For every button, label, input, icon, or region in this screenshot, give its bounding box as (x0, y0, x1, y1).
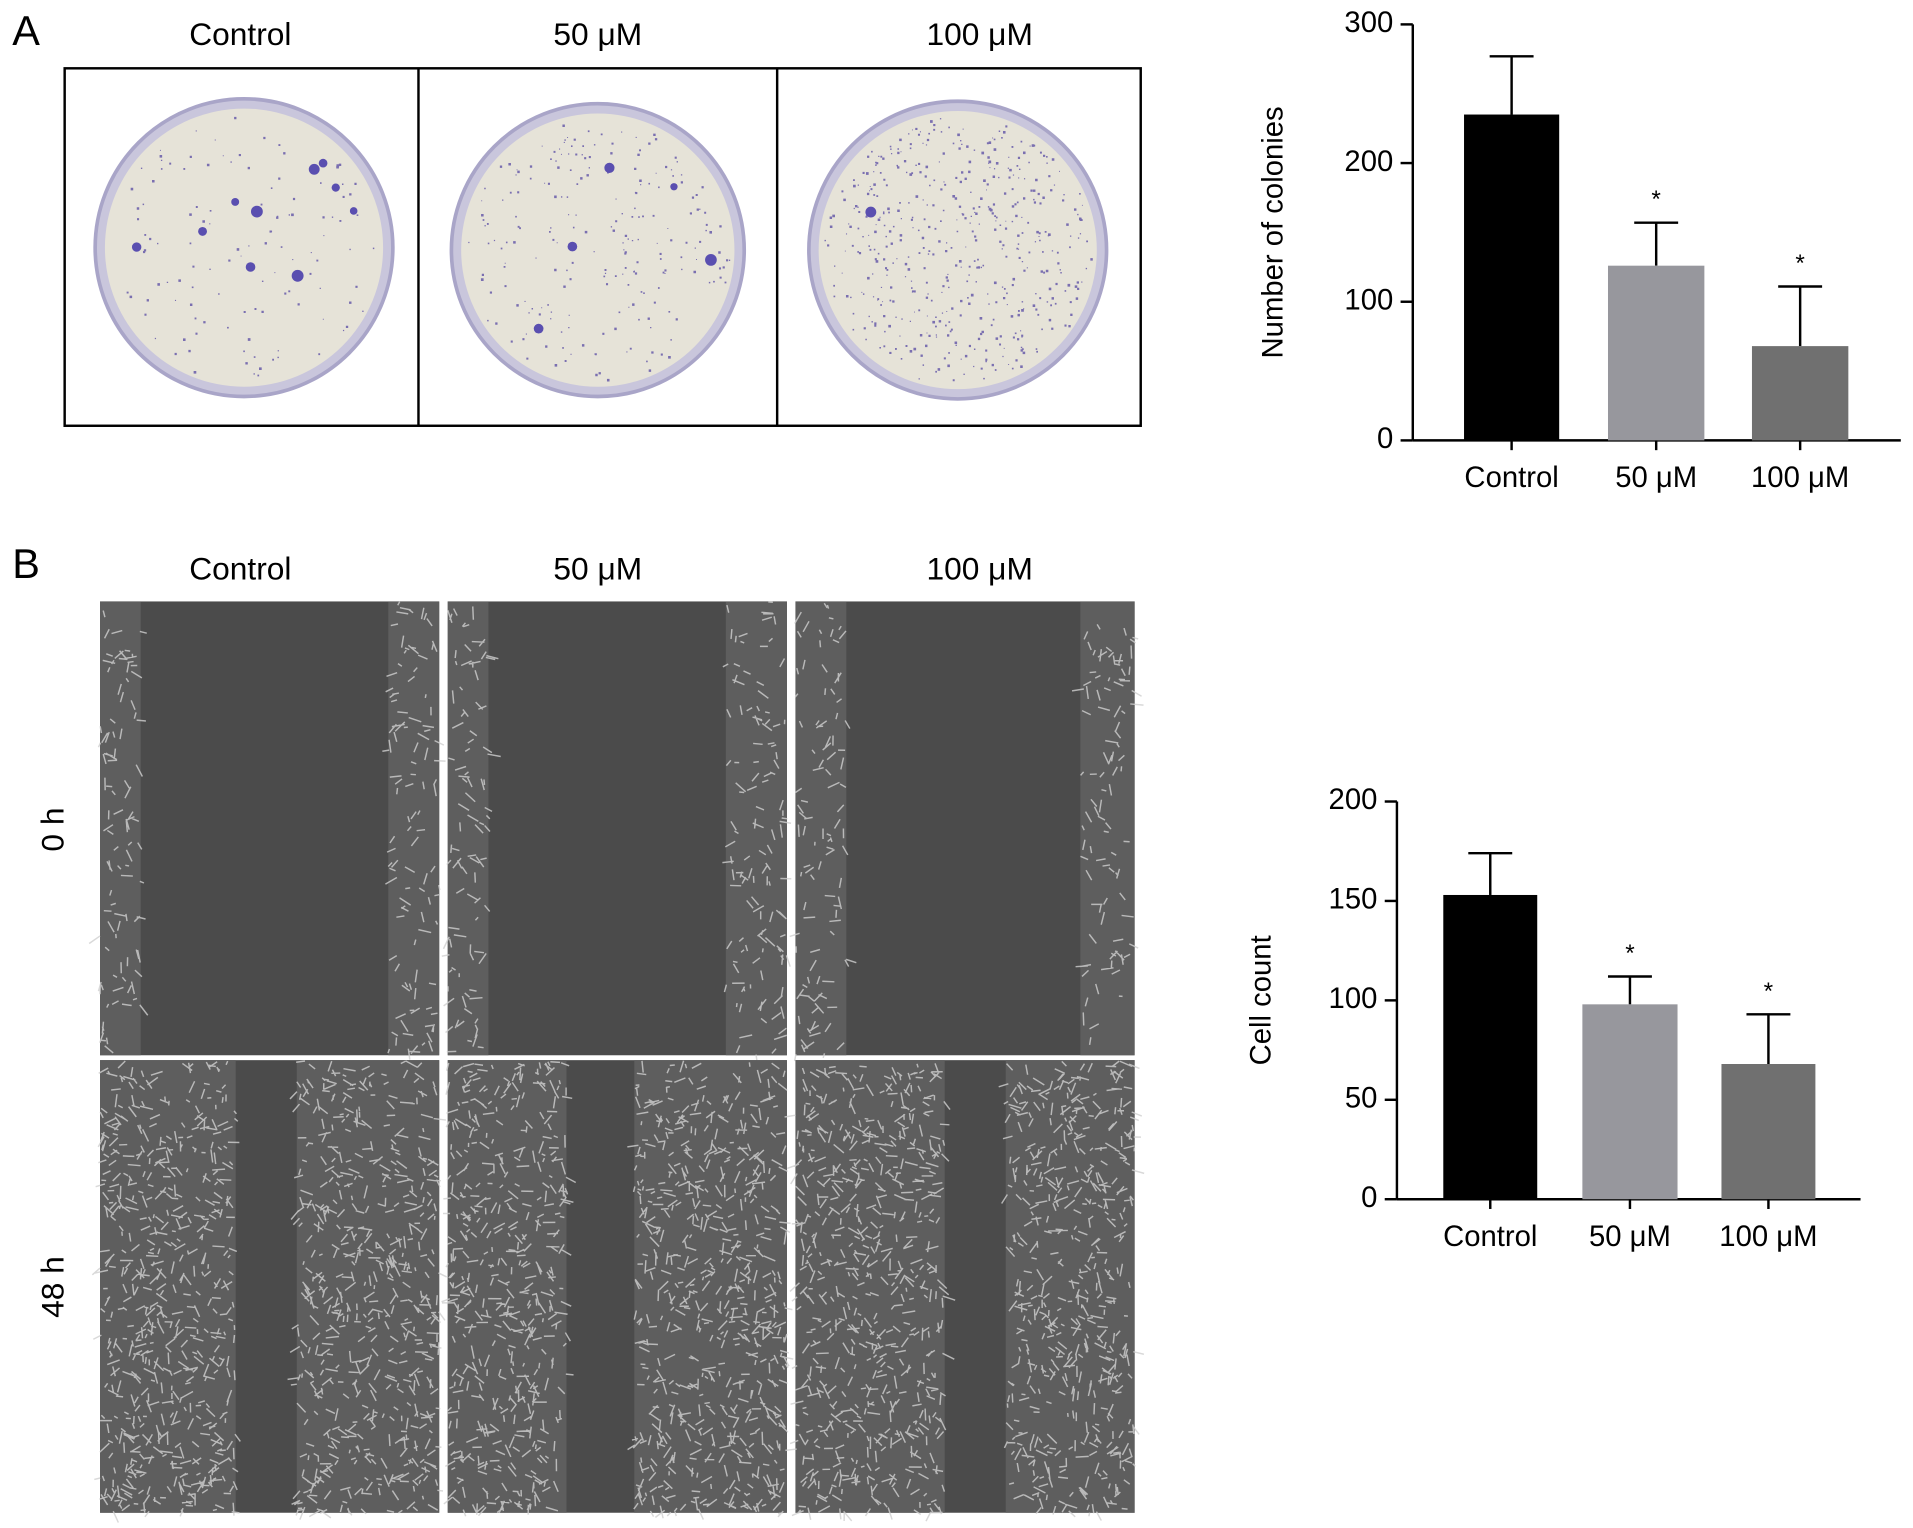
colony (331, 183, 340, 192)
x-tick-label: 50 μM (1589, 1221, 1671, 1253)
x-tick-label: Control (1464, 462, 1558, 494)
colony (567, 241, 578, 252)
row-label: 0 h (34, 808, 70, 852)
colony (250, 205, 263, 218)
y-tick-label: 200 (1344, 146, 1393, 178)
cell-layer (388, 601, 440, 1056)
significance-mark: * (1764, 978, 1774, 1005)
y-tick-label: 200 (1329, 784, 1378, 816)
y-tick-label: 0 (1361, 1182, 1377, 1214)
colony (198, 226, 207, 236)
column-label: 50 μM (553, 16, 642, 52)
colony (705, 254, 717, 266)
row-label: 48 h (34, 1256, 70, 1318)
column-label: Control (189, 550, 291, 586)
panel-label: A (12, 7, 40, 54)
bar (1721, 1064, 1816, 1200)
plate (461, 113, 735, 387)
y-tick-label: 150 (1329, 884, 1378, 916)
y-tick-label: 0 (1377, 423, 1393, 455)
panel-label: B (12, 540, 40, 587)
x-tick-label: 100 μM (1719, 1221, 1817, 1253)
bar (1464, 114, 1560, 441)
y-axis-label: Cell count (1245, 935, 1277, 1065)
significance-mark: * (1795, 250, 1805, 277)
colony (231, 198, 240, 206)
y-tick-label: 300 (1344, 7, 1393, 39)
column-label: 100 μM (926, 16, 1032, 52)
cell-layer (795, 601, 847, 1056)
cells (784, 1060, 1145, 1522)
colony (865, 206, 877, 218)
colony (318, 158, 328, 168)
cell-layer (296, 1060, 440, 1513)
colony (131, 242, 142, 252)
cells (441, 601, 792, 1066)
cell-layer (447, 1060, 567, 1513)
x-tick-label: 100 μM (1751, 462, 1849, 494)
plate (104, 108, 384, 387)
cell-layer (447, 601, 489, 1056)
plate (818, 111, 1097, 390)
x-tick-label: Control (1443, 1221, 1537, 1253)
y-tick-label: 100 (1329, 983, 1378, 1015)
bar (1443, 894, 1538, 1200)
cells (88, 601, 446, 1060)
cells (789, 602, 1144, 1062)
column-label: 100 μM (926, 550, 1032, 586)
colony (533, 323, 544, 334)
y-axis-label: Number of colonies (1258, 106, 1290, 358)
y-tick-label: 100 (1344, 284, 1393, 316)
colony (604, 162, 615, 174)
column-label: 50 μM (553, 550, 642, 586)
bar (1607, 265, 1705, 441)
cell-layer (1080, 601, 1135, 1056)
colony (308, 163, 320, 175)
x-tick-label: 50 μM (1615, 462, 1697, 494)
micrograph (100, 601, 440, 1056)
colony (291, 269, 304, 282)
bar (1751, 346, 1849, 441)
cells (91, 1060, 447, 1523)
colony (349, 207, 358, 215)
significance-mark: * (1651, 186, 1661, 213)
column-label: Control (189, 16, 291, 52)
micrograph (795, 601, 1135, 1056)
cell-layer (1005, 1060, 1135, 1513)
y-tick-label: 50 (1345, 1083, 1378, 1115)
colony (670, 183, 678, 191)
bar (1582, 1004, 1678, 1200)
colony (245, 262, 256, 272)
significance-mark: * (1625, 940, 1635, 967)
cells (441, 1060, 794, 1520)
